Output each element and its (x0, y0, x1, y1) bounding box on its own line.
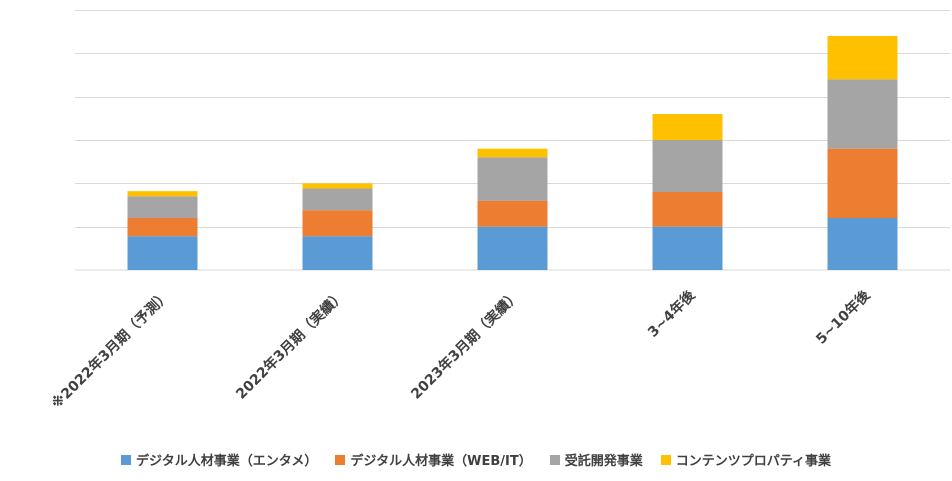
legend-label: コンテンツプロパティ事業 (675, 454, 831, 469)
legend-label: デジタル人材事業（WEB/IT） (350, 454, 532, 469)
bar-segment (652, 226, 723, 270)
stacked-bar-chart: ※2022年3月期（予測） 2022年3月期（実績） 2023年3月期（実績） 3~4… (48, 10, 950, 412)
bar-segment (477, 148, 548, 158)
bar-segment (827, 36, 898, 80)
bar-segment (477, 157, 548, 201)
x-tick-label: 3~4年後 (644, 286, 699, 341)
bar-segment (302, 236, 373, 270)
bar-segment (127, 191, 198, 197)
x-tick-label: ※2022年3月期（予測） (48, 287, 173, 412)
legend-swatch (121, 454, 132, 465)
bar-segment (302, 210, 373, 237)
bar-segment (477, 226, 548, 270)
x-axis-tick-labels: ※2022年3月期（予測） 2022年3月期（実績） 2023年3月期（実績） 3~4… (48, 286, 874, 412)
legend-item: デジタル人材事業（WEB/IT） (335, 450, 532, 469)
legend-item: デジタル人材事業（エンタメ） (121, 450, 317, 469)
x-tick-label: 5~10年後 (813, 286, 874, 347)
legend-item: 受託開発事業 (549, 450, 643, 469)
x-tick-label: 2022年3月期（実績） (233, 287, 349, 403)
chart-legend: デジタル人材事業（エンタメ） デジタル人材事業（WEB/IT） 受託開発事業 コンテン… (0, 450, 952, 469)
legend-label: 受託開発事業 (564, 454, 643, 469)
bar-segment (127, 196, 198, 218)
bar-segment (827, 79, 898, 149)
bar-segment (652, 114, 723, 140)
bar-segment (302, 188, 373, 211)
bar-segment (652, 192, 723, 227)
legend-swatch (660, 454, 671, 465)
legend-item: コンテンツプロパティ事業 (660, 450, 831, 469)
bar-segments (127, 36, 898, 270)
bar-segment (127, 236, 198, 270)
bar-segment (477, 200, 548, 227)
legend-swatch (549, 454, 560, 465)
bar-segment (652, 140, 723, 192)
legend-label: デジタル人材事業（エンタメ） (136, 454, 318, 469)
bar-segment (127, 218, 198, 237)
bar-segment (827, 218, 898, 270)
legend-swatch (335, 454, 346, 465)
bar-segment (827, 148, 898, 218)
x-tick-label: 2023年3月期（実績） (408, 287, 524, 403)
bar-segment (302, 183, 373, 189)
